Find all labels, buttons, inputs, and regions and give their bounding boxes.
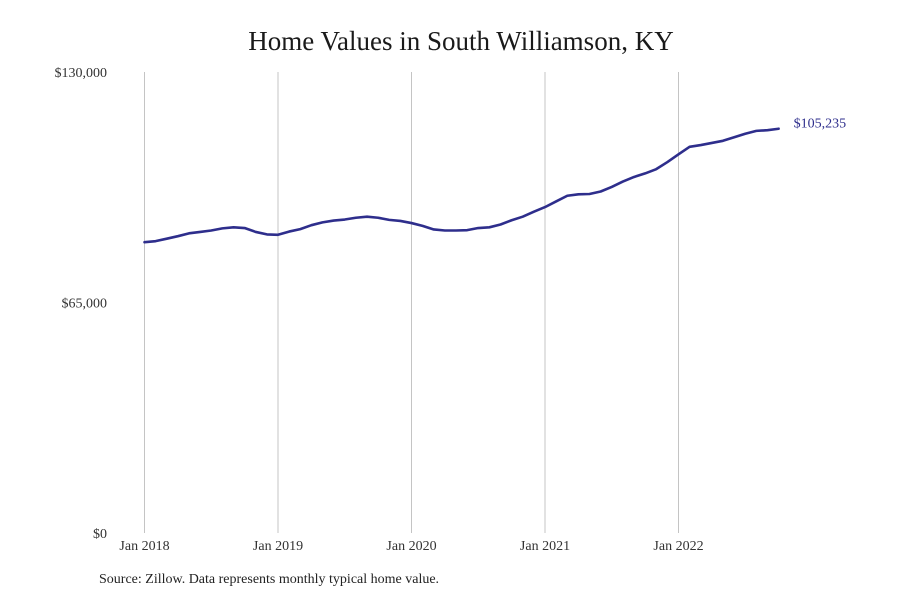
y-tick-label-0: $0	[93, 527, 107, 542]
end-value-label: $105,235	[794, 117, 847, 132]
x-tick-label-4: Jan 2022	[653, 539, 703, 554]
series-layer	[143, 127, 780, 244]
source-note: Source: Zillow. Data represents monthly …	[99, 572, 440, 587]
y-axis-tick-labels: $0 $65,000 $130,000	[55, 66, 108, 542]
x-tick-label-2: Jan 2020	[386, 539, 436, 554]
series-line-0	[143, 127, 780, 244]
y-tick-label-1: $65,000	[62, 297, 108, 312]
x-tick-label-3: Jan 2021	[520, 539, 570, 554]
x-axis-tick-labels: Jan 2018 Jan 2019 Jan 2020 Jan 2021 Jan 2022	[119, 539, 703, 554]
vertical-gridlines	[144, 72, 679, 533]
x-tick-label-0: Jan 2018	[119, 539, 169, 554]
end-label-layer: $105,235	[794, 117, 847, 132]
x-tick-label-1: Jan 2019	[253, 539, 303, 554]
y-tick-label-2: $130,000	[55, 66, 108, 81]
chart-title: Home Values in South Williamson, KY	[248, 26, 674, 56]
